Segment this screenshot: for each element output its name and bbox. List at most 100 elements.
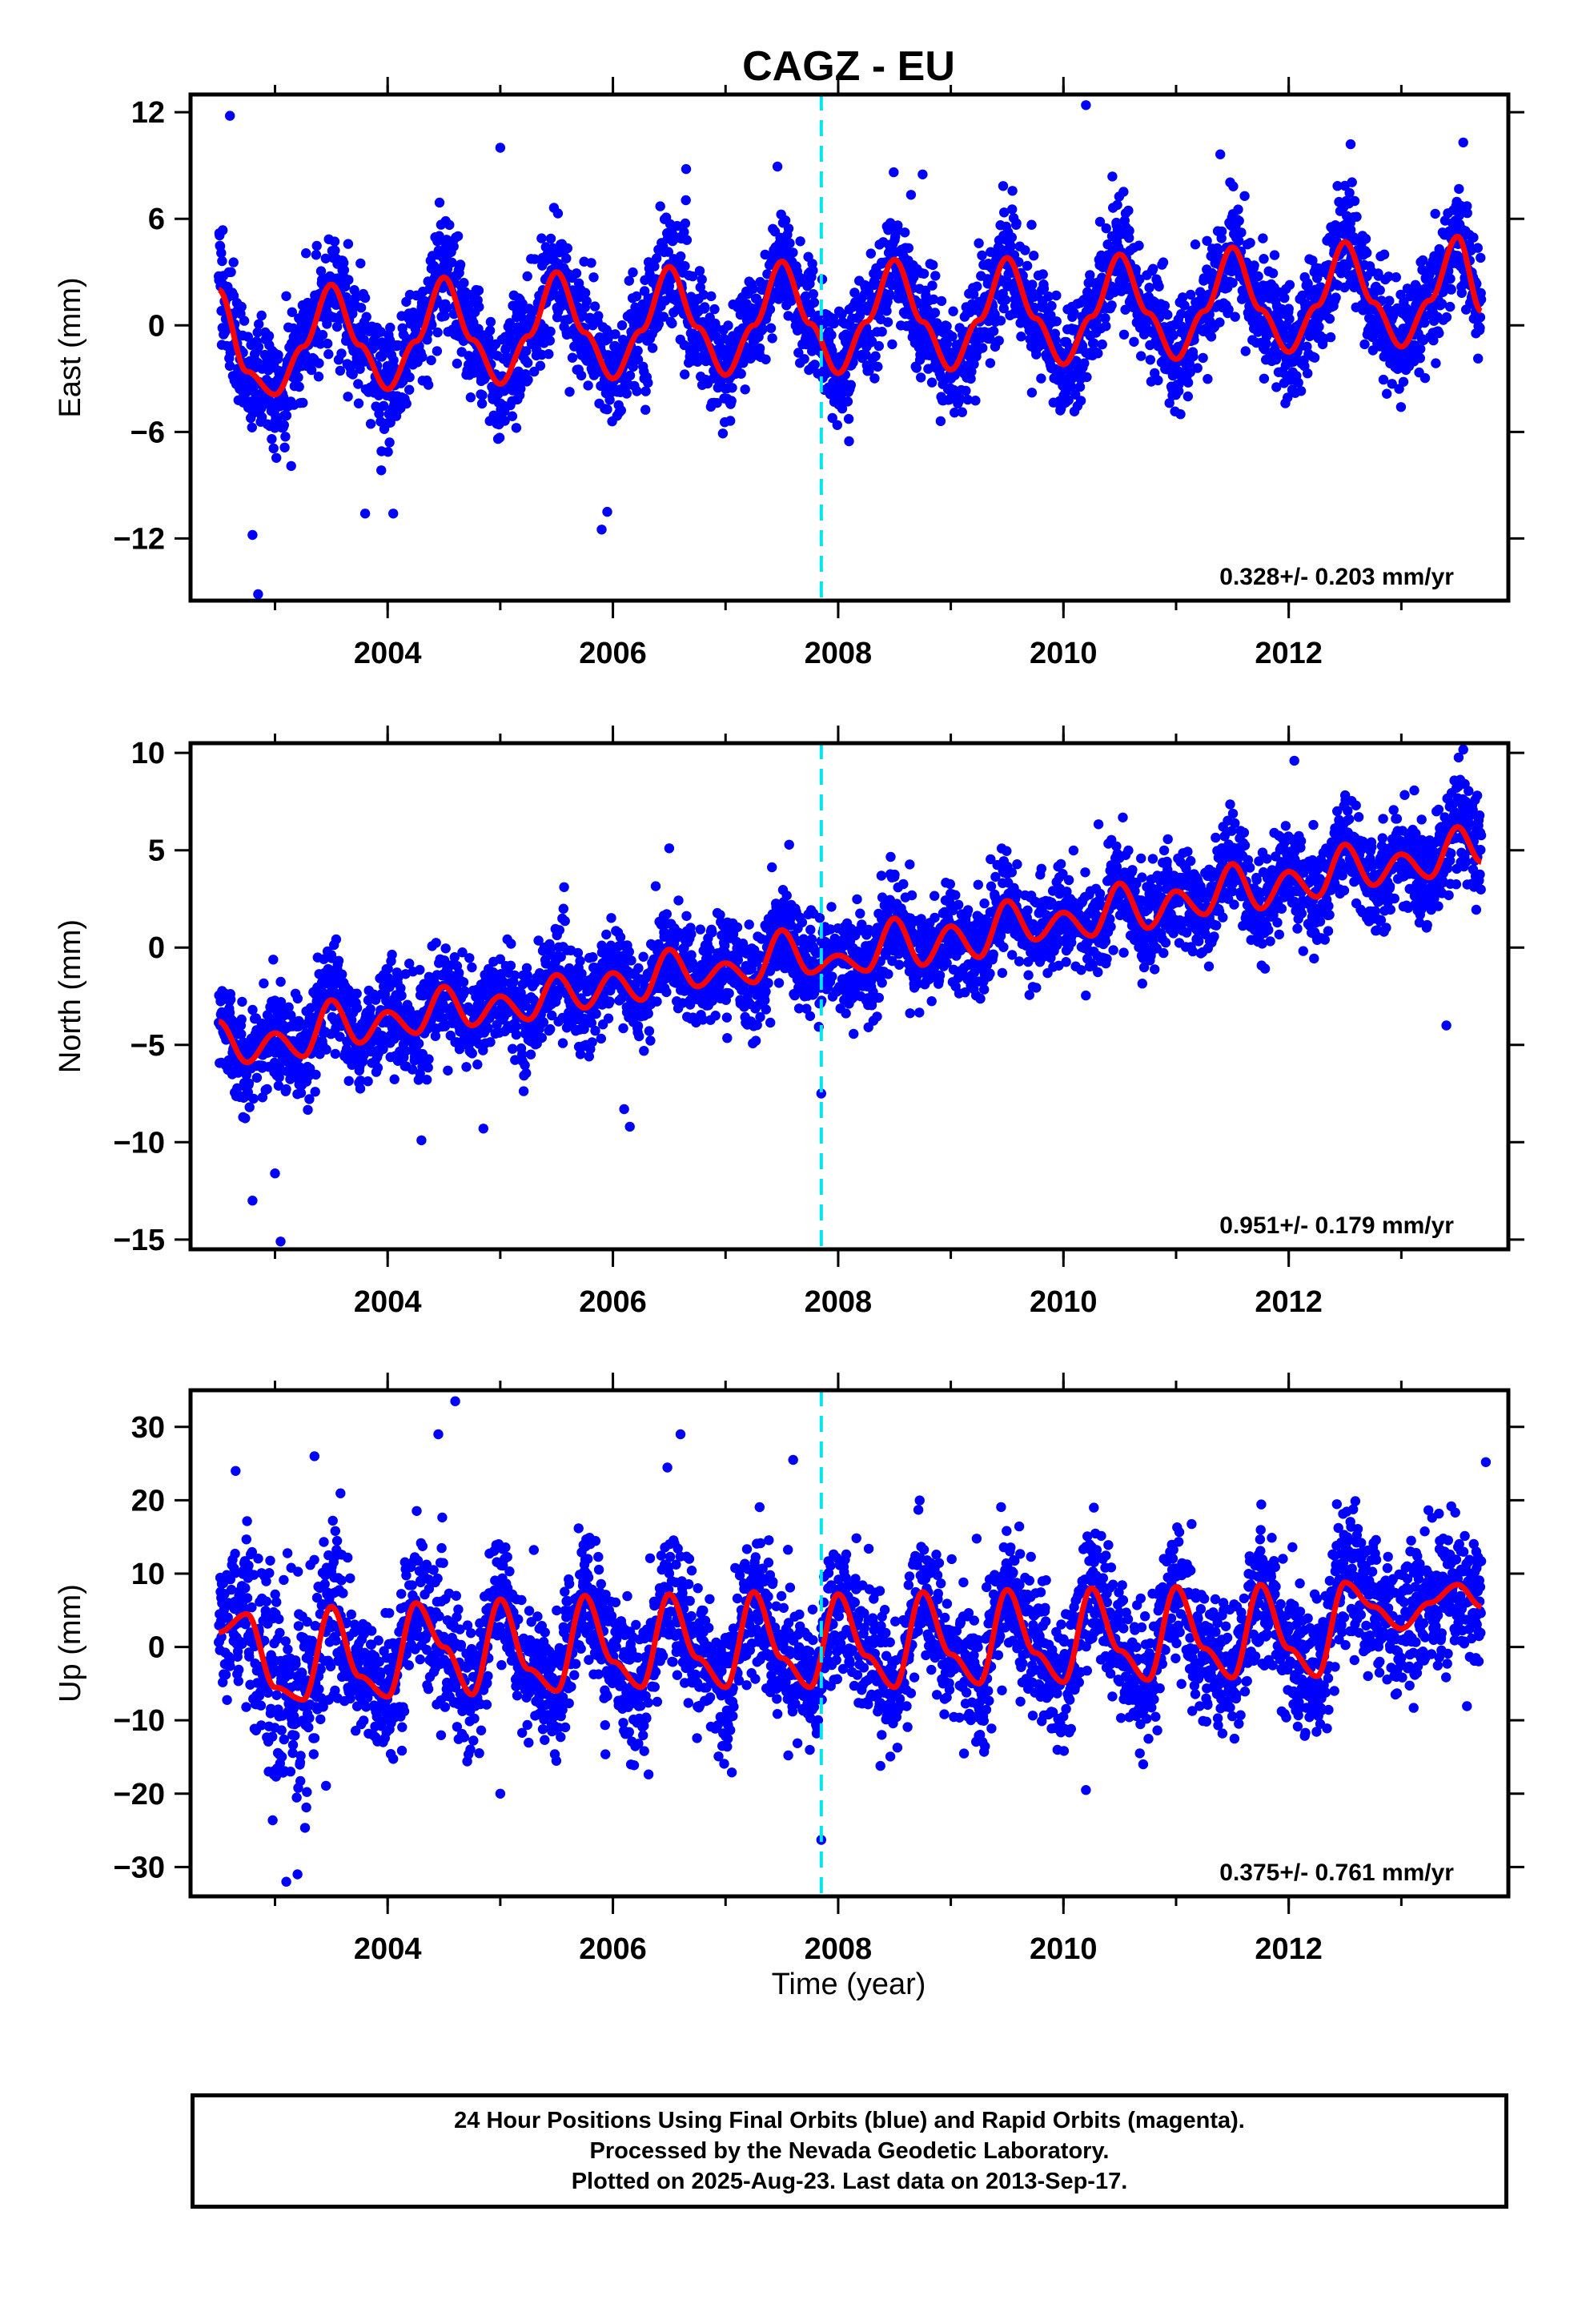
east-data-point bbox=[628, 267, 638, 278]
east-data-point bbox=[473, 285, 484, 296]
east-data-point bbox=[767, 333, 777, 344]
east-y-tick-label: 0 bbox=[148, 309, 165, 343]
east-data-point bbox=[624, 275, 634, 286]
east-data-point bbox=[1283, 304, 1294, 314]
east-data-point bbox=[1071, 356, 1082, 367]
east-data-point bbox=[281, 291, 291, 301]
east-data-point bbox=[552, 208, 564, 219]
east-data-point bbox=[655, 201, 665, 211]
east-data-point bbox=[1026, 219, 1037, 230]
east-data-point bbox=[1176, 309, 1186, 320]
north-data-point bbox=[483, 1023, 493, 1034]
east-data-point bbox=[365, 419, 376, 429]
east-data-point bbox=[1391, 272, 1402, 283]
north-data-point bbox=[295, 1088, 307, 1098]
north-data-point bbox=[508, 1043, 518, 1054]
east-data-point bbox=[799, 354, 809, 364]
east-data-point bbox=[927, 280, 938, 291]
east-outlier-point bbox=[1081, 100, 1091, 111]
north-data-point bbox=[591, 1008, 601, 1019]
east-data-point bbox=[1475, 323, 1485, 333]
east-data-point bbox=[535, 360, 546, 371]
east-data-point bbox=[1164, 398, 1174, 408]
east-data-point bbox=[294, 381, 304, 392]
east-data-point bbox=[465, 392, 476, 403]
east-data-point bbox=[947, 332, 958, 342]
east-data-point bbox=[511, 423, 522, 433]
north-data-point bbox=[400, 1046, 412, 1056]
north-data-point bbox=[337, 969, 347, 979]
north-data-point bbox=[236, 1029, 247, 1039]
east-data-point bbox=[298, 397, 308, 408]
east-data-point bbox=[998, 303, 1010, 314]
east-data-point bbox=[966, 373, 976, 384]
east-data-point bbox=[1093, 348, 1103, 359]
north-data-point bbox=[365, 1003, 375, 1015]
north-data-point bbox=[588, 952, 598, 963]
east-data-point bbox=[999, 207, 1010, 218]
north-data-point bbox=[319, 954, 329, 964]
east-data-point bbox=[1441, 312, 1452, 323]
east-data-point bbox=[355, 303, 367, 313]
east-data-point bbox=[1344, 187, 1355, 199]
east-data-point bbox=[1375, 285, 1385, 296]
north-data-point bbox=[525, 1049, 536, 1059]
east-data-point bbox=[426, 355, 436, 366]
east-data-point bbox=[1303, 279, 1313, 289]
east-data-point bbox=[359, 292, 371, 304]
east-data-point bbox=[315, 266, 327, 276]
east-data-point bbox=[869, 373, 880, 384]
east-data-point bbox=[1124, 232, 1134, 243]
east-data-point bbox=[444, 219, 455, 231]
east-data-point bbox=[1359, 339, 1370, 350]
east-data-point bbox=[885, 290, 895, 300]
east-data-point bbox=[995, 316, 1006, 326]
east-data-point bbox=[757, 324, 768, 335]
east-data-point bbox=[826, 330, 837, 340]
east-data-point bbox=[383, 447, 393, 457]
east-data-point bbox=[588, 272, 599, 283]
east-data-point bbox=[218, 225, 228, 235]
east-data-point bbox=[1345, 224, 1356, 235]
east-data-point bbox=[1279, 292, 1290, 304]
north-data-point bbox=[443, 1065, 453, 1076]
north-data-point bbox=[460, 986, 470, 996]
east-data-point bbox=[694, 266, 705, 276]
east-data-point bbox=[544, 336, 555, 346]
east-data-point bbox=[1075, 396, 1086, 406]
east-data-point bbox=[1022, 260, 1033, 271]
east-data-point bbox=[1336, 268, 1347, 279]
east-data-point bbox=[335, 365, 346, 376]
east-data-point bbox=[985, 333, 995, 344]
east-data-point bbox=[936, 296, 947, 307]
east-data-point bbox=[536, 233, 547, 243]
east-data-point bbox=[523, 375, 533, 385]
east-data-point bbox=[1123, 205, 1134, 216]
east-data-point bbox=[1043, 292, 1054, 302]
east-data-point bbox=[263, 331, 275, 341]
east-data-point bbox=[1101, 321, 1111, 332]
east-data-point bbox=[809, 360, 820, 370]
east-data-point bbox=[680, 261, 690, 271]
north-data-point bbox=[457, 947, 468, 958]
north-data-point bbox=[248, 1093, 259, 1104]
east-data-point bbox=[1472, 243, 1484, 253]
east-data-point bbox=[239, 316, 250, 326]
east-y-tick-label: −6 bbox=[130, 416, 165, 449]
east-data-point bbox=[293, 372, 303, 383]
east-data-point bbox=[978, 343, 988, 353]
east-data-point bbox=[961, 385, 971, 396]
north-data-point bbox=[423, 1062, 433, 1073]
east-data-point bbox=[949, 384, 959, 396]
north-data-point bbox=[310, 1087, 320, 1097]
east-data-point bbox=[1085, 270, 1095, 280]
east-data-point bbox=[306, 364, 317, 376]
east-data-point bbox=[476, 398, 488, 409]
east-data-point bbox=[712, 398, 722, 408]
east-data-point bbox=[583, 380, 593, 391]
east-data-point bbox=[717, 428, 729, 439]
east-data-point bbox=[1239, 191, 1250, 201]
east-data-point bbox=[1029, 251, 1039, 261]
east-data-point bbox=[610, 329, 620, 340]
